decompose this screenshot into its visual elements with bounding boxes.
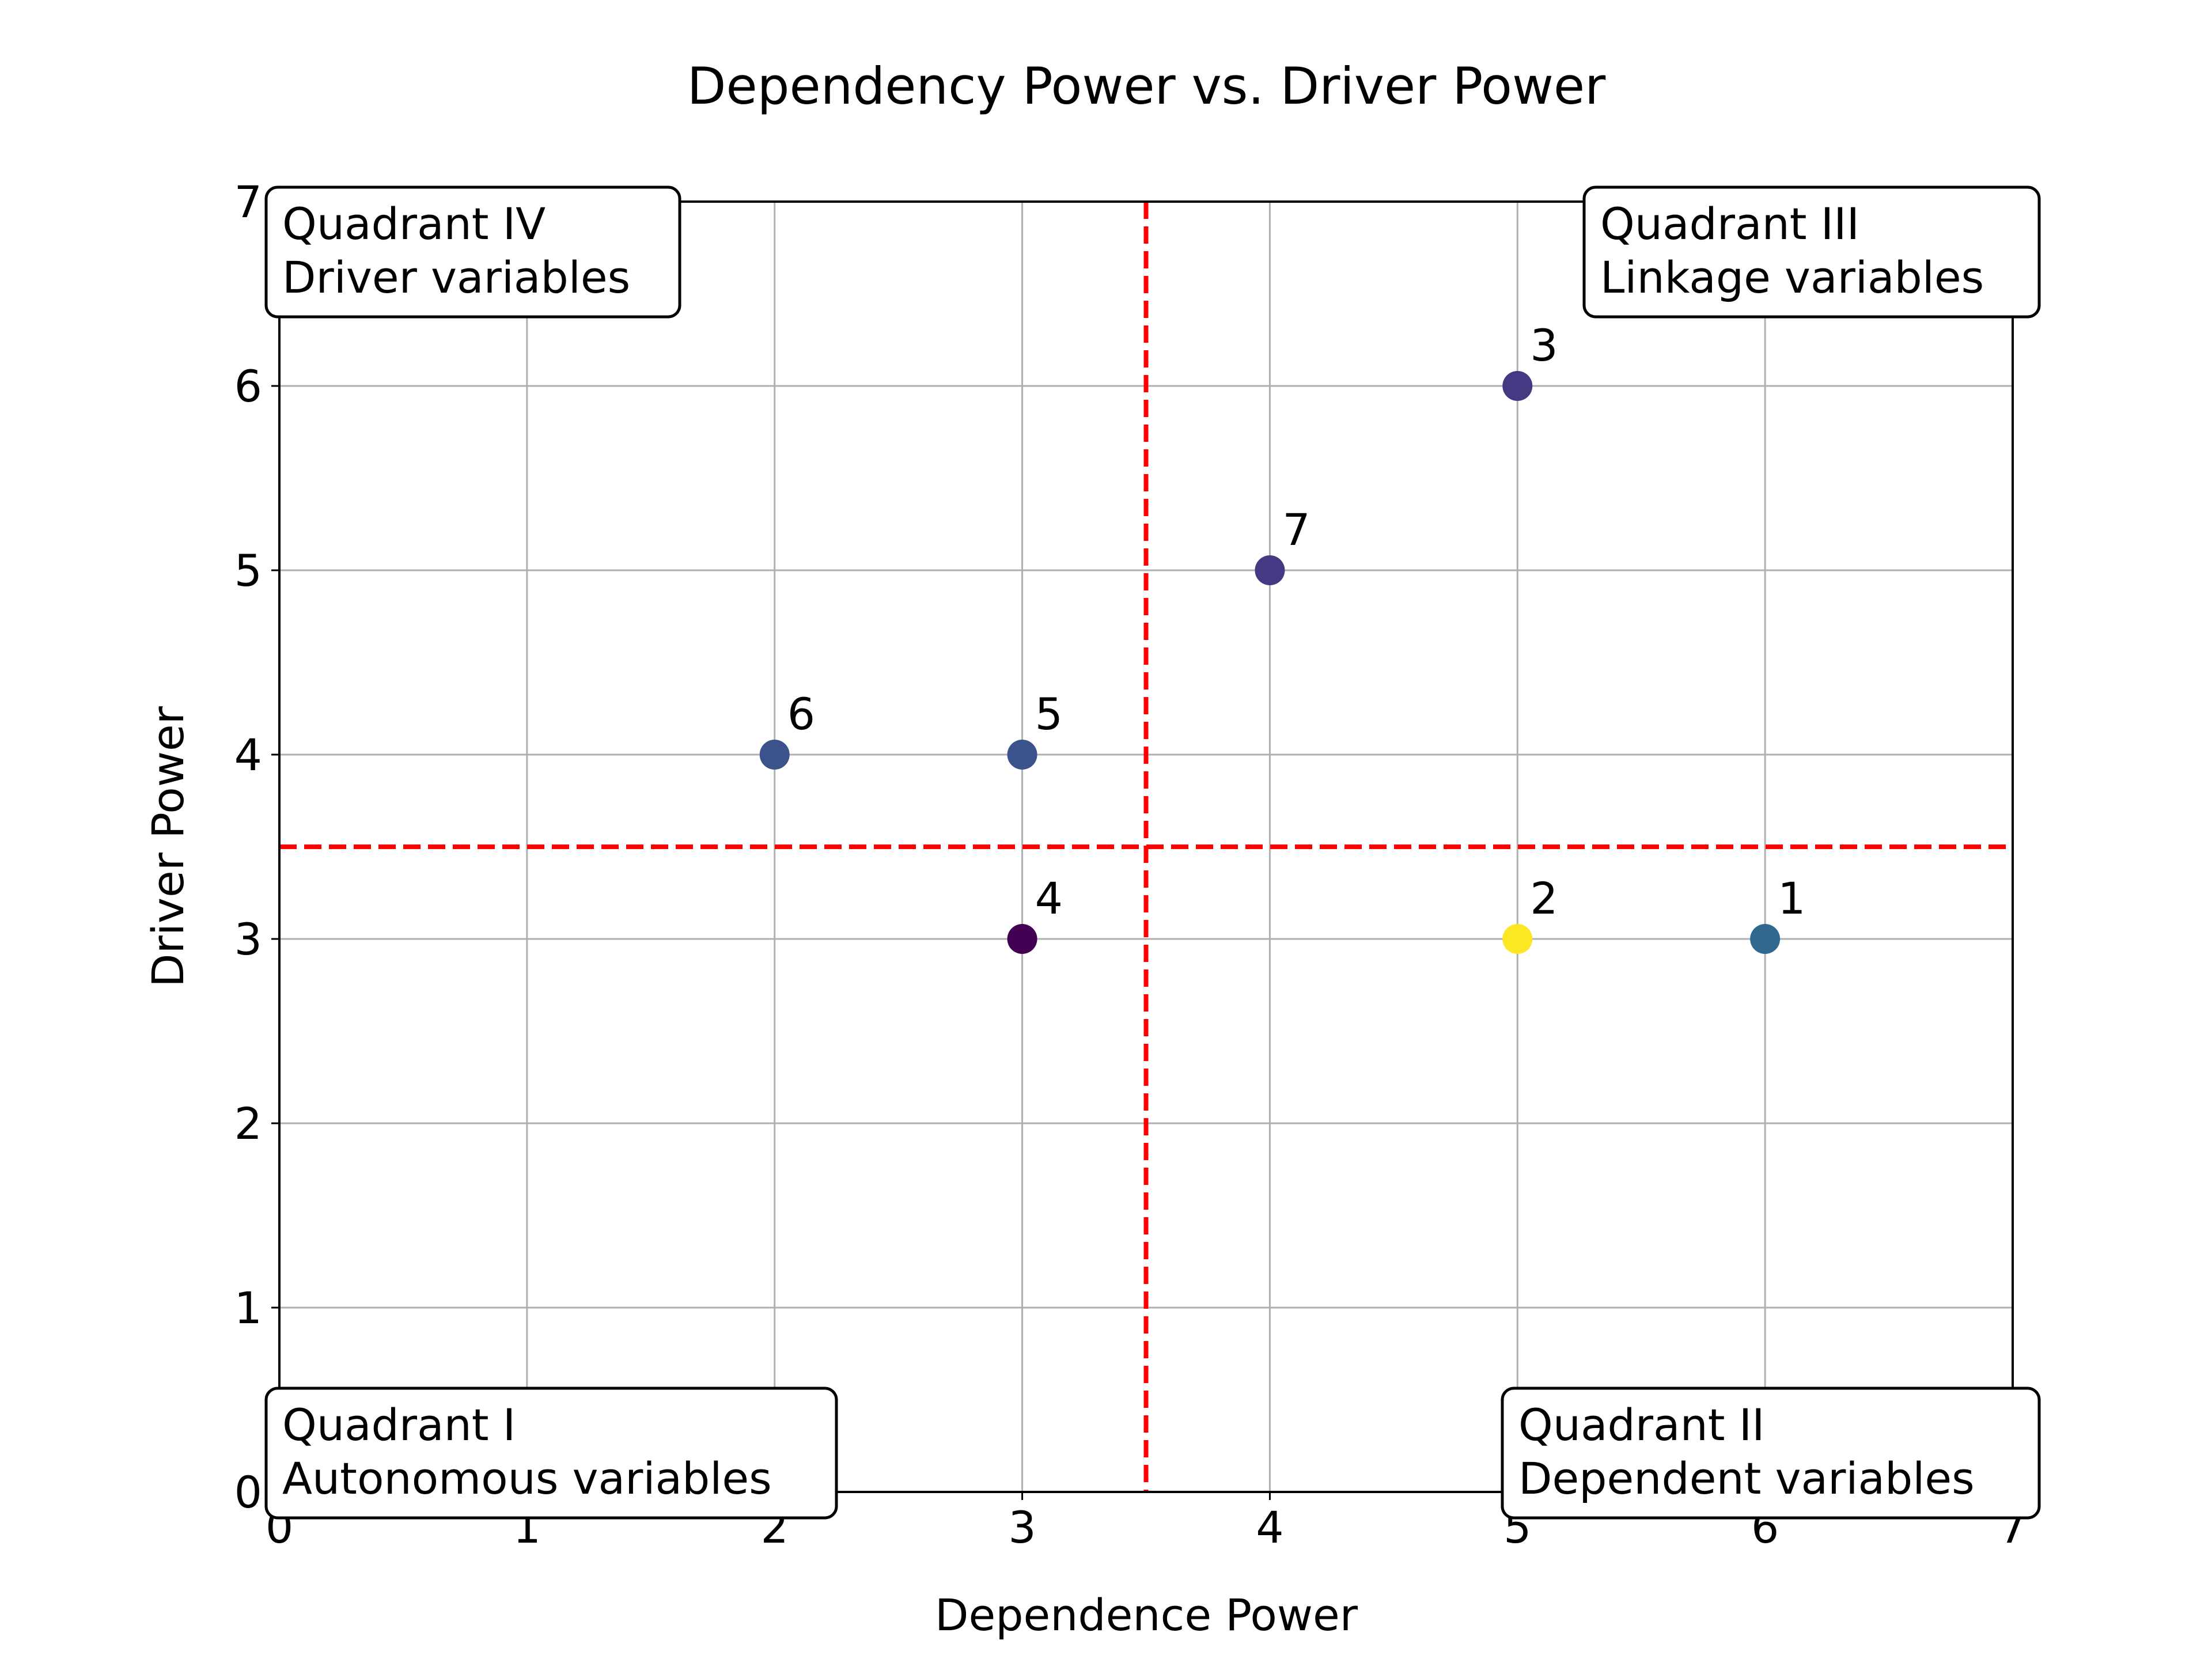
data-point <box>1502 371 1533 401</box>
y-tick-label: 4 <box>234 729 262 781</box>
quadrant-box-border <box>1582 185 2041 319</box>
quadrant-description: Linkage variables <box>1600 252 1984 303</box>
y-tick-label: 3 <box>234 914 262 965</box>
x-tick-label: 3 <box>1008 1502 1036 1553</box>
x-axis-label: Dependence Power <box>935 1589 1358 1641</box>
point-label: 1 <box>1778 873 1805 924</box>
y-tick-label: 5 <box>234 545 262 596</box>
quadrant-name: Quadrant III <box>1600 198 1859 249</box>
quadrant-description: Autonomous variables <box>282 1453 772 1504</box>
quadrant-description: Driver variables <box>282 252 630 303</box>
data-point <box>1750 924 1781 954</box>
data-point <box>759 740 790 770</box>
y-tick-label: 6 <box>234 361 262 412</box>
plot-frame <box>278 200 2014 1493</box>
data-point <box>1007 740 1037 770</box>
y-tick-label: 2 <box>234 1098 262 1149</box>
quadrant-name: Quadrant IV <box>282 198 546 249</box>
quadrant-name: Quadrant II <box>1518 1399 1765 1450</box>
quadrant-box-border <box>264 1387 838 1520</box>
data-point <box>1007 924 1037 954</box>
point-label: 7 <box>1282 504 1310 555</box>
y-axis-label: Driver Power <box>142 706 194 987</box>
chart-title: Dependency Power vs. Driver Power <box>687 56 1606 116</box>
quadrant-description: Dependent variables <box>1518 1453 1975 1504</box>
point-label: 2 <box>1530 873 1558 924</box>
y-tick-label: 7 <box>234 176 262 228</box>
point-label: 5 <box>1035 688 1063 740</box>
point-label: 6 <box>787 688 815 740</box>
threshold-lines <box>279 202 2013 1492</box>
point-label: 3 <box>1530 320 1558 371</box>
x-tick-label: 4 <box>1256 1502 1283 1553</box>
data-point <box>1255 555 1285 585</box>
y-tick-label: 0 <box>234 1467 262 1518</box>
y-tick-label: 1 <box>234 1282 262 1334</box>
point-label: 4 <box>1035 873 1063 924</box>
data-points: 1 2 3 4 5 6 7 <box>759 320 1806 954</box>
quadrant-box-border <box>1501 1387 2041 1520</box>
data-point <box>1502 924 1533 954</box>
quadrant-name: Quadrant I <box>282 1399 516 1450</box>
quadrant-box-border <box>264 185 681 319</box>
